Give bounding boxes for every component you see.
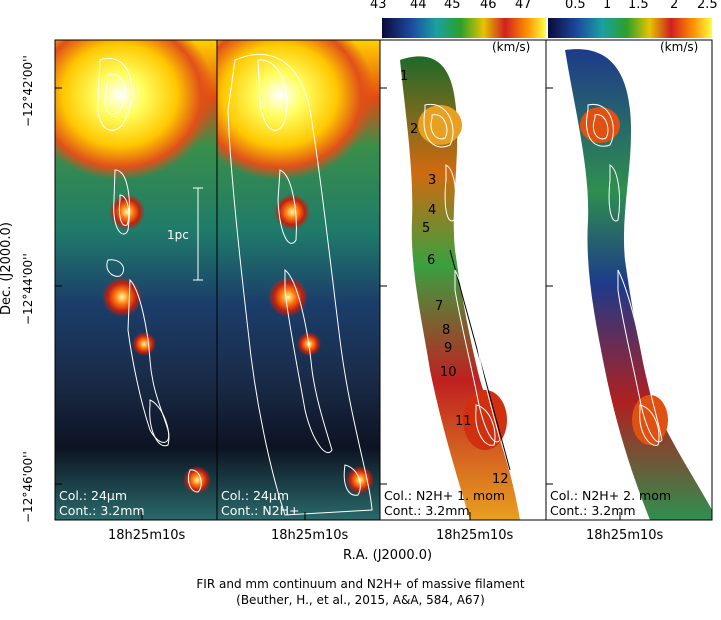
colorbar-tick: 45 bbox=[444, 0, 461, 12]
core-12-label: 12 bbox=[492, 472, 509, 487]
core-5-label: 5 bbox=[422, 221, 430, 236]
panel-4-image bbox=[546, 40, 712, 520]
colorbar-tick: 47 bbox=[515, 0, 532, 12]
panel-4-label: Col.: N2H+ 2. mom Cont.: 3.2mm bbox=[550, 488, 672, 518]
core-10-label: 10 bbox=[440, 365, 457, 380]
panel-2-image bbox=[217, 40, 380, 520]
ra-ticks bbox=[141, 512, 621, 520]
ra-tick-label: 18h25m10s bbox=[108, 528, 186, 543]
caption-line-1: FIR and mm continuum and N2H+ of massive… bbox=[196, 577, 525, 591]
colorbar-unit-width: (km/s) bbox=[660, 40, 699, 54]
panel-3-image: 1 2 3 4 5 6 7 8 9 10 11 12 bbox=[380, 40, 546, 520]
ra-tick-label: 18h25m10s bbox=[271, 528, 349, 543]
colorbar-vlsr bbox=[382, 18, 546, 38]
panel-frames bbox=[54, 39, 713, 521]
core-6-label: 6 bbox=[427, 253, 435, 268]
dec-ticks bbox=[55, 87, 553, 485]
core-8-label: 8 bbox=[442, 323, 450, 338]
core-3-label: 3 bbox=[428, 173, 436, 188]
core-9-label: 9 bbox=[444, 341, 452, 356]
x-axis-label: R.A. (J2000.0) bbox=[343, 548, 433, 563]
caption-line-2: (Beuther, H., et al., 2015, A&A, 584, A6… bbox=[236, 593, 485, 607]
colorbar-tick: 1 bbox=[603, 0, 612, 12]
colorbar-tick: 2.5 bbox=[697, 0, 718, 12]
colorbar-tick: 46 bbox=[480, 0, 497, 12]
panel-3-label: Col.: N2H+ 1. mom Cont.: 3.2mm bbox=[384, 488, 506, 518]
core-1-label: 1 bbox=[400, 69, 408, 84]
panel-2-label: Col.: 24μm Cont.: N2H+ bbox=[221, 488, 300, 518]
dec-tick-label: −12°46'00'' bbox=[21, 451, 35, 523]
colorbar-tick: 43 bbox=[370, 0, 387, 12]
dec-tick-label: −12°42'00'' bbox=[21, 55, 35, 127]
core-11-label: 11 bbox=[455, 414, 472, 429]
colorbar-tick: 2 bbox=[670, 0, 679, 12]
colorbar-unit-vlsr: (km/s) bbox=[492, 40, 531, 54]
core-2-label: 2 bbox=[410, 122, 418, 137]
core-number-labels: 1 2 3 4 5 6 7 8 9 10 11 12 bbox=[400, 69, 509, 487]
colorbar-tick: 0.5 bbox=[565, 0, 586, 12]
panel-1-label: Col.: 24μm Cont.: 3.2mm bbox=[59, 488, 145, 518]
core-7-label: 7 bbox=[435, 299, 443, 314]
colorbar-tick: 44 bbox=[410, 0, 427, 12]
panel-1-image bbox=[55, 40, 217, 520]
y-axis-label: Dec. (J2000.0) bbox=[0, 222, 14, 315]
ra-tick-label: 18h25m10s bbox=[436, 528, 514, 543]
colorbar-width bbox=[548, 18, 712, 38]
scale-bar-label: 1pc bbox=[167, 228, 189, 242]
dec-tick-label: −12°44'00'' bbox=[21, 253, 35, 325]
core-4-label: 4 bbox=[428, 203, 436, 218]
colorbar-tick: 1.5 bbox=[628, 0, 649, 12]
ra-tick-label: 18h25m10s bbox=[586, 528, 664, 543]
